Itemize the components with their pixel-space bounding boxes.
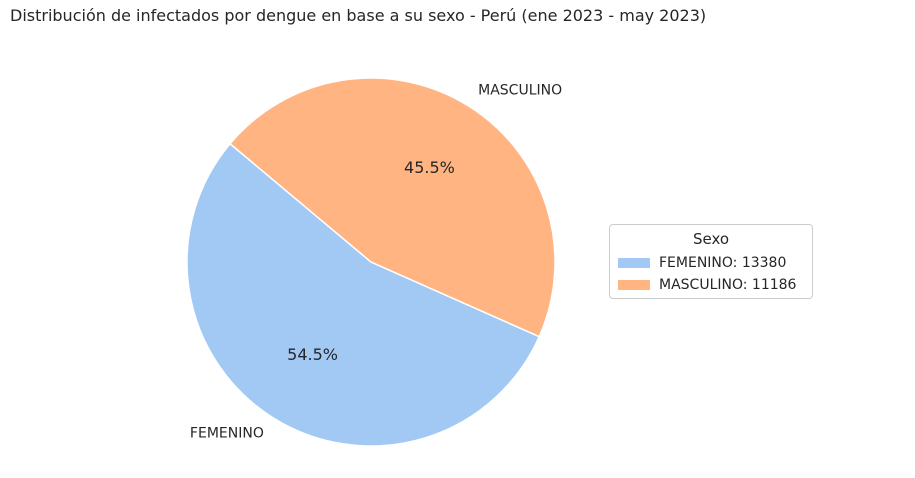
legend-swatch-masculino xyxy=(618,280,650,290)
legend-item-masculino: MASCULINO: 11186 xyxy=(618,277,796,293)
chart-title: Distribución de infectados por dengue en… xyxy=(10,6,707,25)
slice-label-masculino: MASCULINO xyxy=(478,82,562,98)
legend: Sexo FEMENINO: 13380 MASCULINO: 11186 xyxy=(609,224,813,299)
slice-pct-masculino: 45.5% xyxy=(404,158,455,177)
pie-slice-masculino xyxy=(228,77,556,338)
legend-swatch-femenino xyxy=(618,258,650,268)
legend-title: Sexo xyxy=(692,230,730,248)
pie-slice-femenino xyxy=(186,142,541,447)
legend-label-masculino: MASCULINO: 11186 xyxy=(659,277,797,293)
slice-pct-femenino: 54.5% xyxy=(287,345,338,364)
legend-label-femenino: FEMENINO: 13380 xyxy=(659,255,787,271)
legend-item-femenino: FEMENINO: 13380 xyxy=(618,255,786,271)
slice-label-femenino: FEMENINO xyxy=(190,426,264,442)
